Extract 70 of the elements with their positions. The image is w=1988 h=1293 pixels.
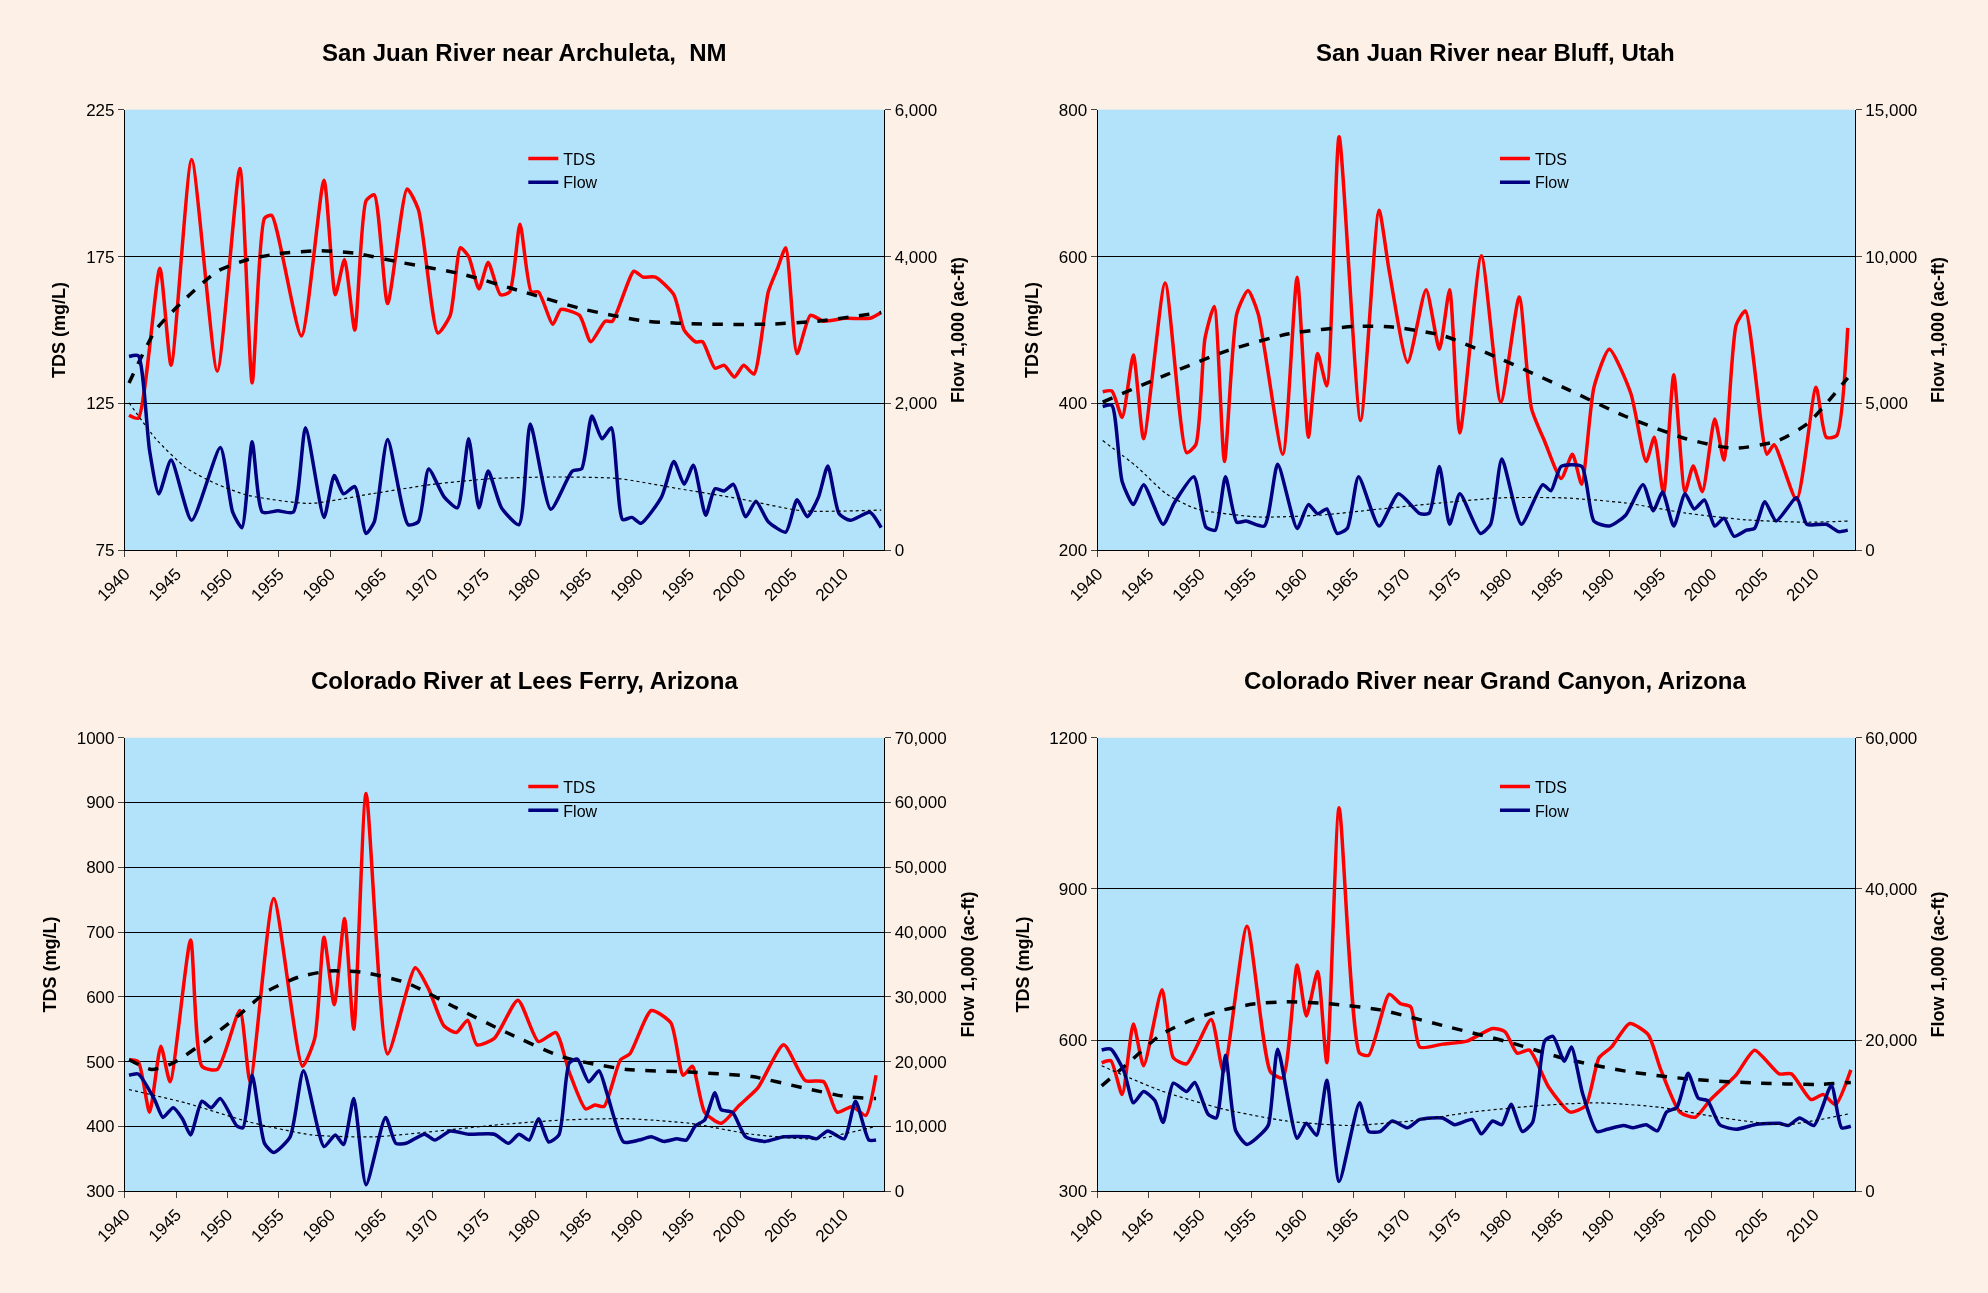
- y2-tick-label: 30,000: [894, 987, 947, 1007]
- chart-title: Colorado River at Lees Ferry, Arizona: [311, 667, 739, 694]
- line-series: [127, 791, 878, 1125]
- legend-label: Flow: [1534, 174, 1570, 192]
- y-tick-label: 900: [86, 793, 115, 813]
- y-axis-title: TDS (mg/L): [39, 916, 60, 1013]
- y-tick-label: 1200: [1049, 728, 1088, 748]
- chart-title: Colorado River near Grand Canyon, Arizona: [1244, 667, 1747, 694]
- y2-tick-label: 0: [1865, 1182, 1875, 1202]
- line-series: [127, 1057, 878, 1187]
- y2-tick-label: 0: [1865, 541, 1875, 561]
- y2-axis-title: Flow 1,000 (ac-ft): [957, 891, 978, 1038]
- y-tick-label: 500: [86, 1052, 115, 1072]
- line-series: [1100, 403, 1850, 539]
- y2-axis-title: Flow 1,000 (ac-ft): [948, 257, 969, 404]
- y2-tick-label: 70,000: [894, 728, 947, 748]
- y2-tick-label: 50,000: [894, 858, 947, 878]
- line-series: [1099, 806, 1853, 1119]
- y-tick-label: 200: [1058, 541, 1088, 561]
- y-tick-label: 400: [1058, 394, 1088, 414]
- y2-tick-label: 0: [894, 541, 905, 561]
- y-tick-label: 400: [86, 1117, 115, 1137]
- y-axis-title: TDS (mg/L): [49, 282, 70, 379]
- legend-label: TDS: [1534, 150, 1567, 168]
- y-tick-label: 700: [86, 923, 115, 943]
- y2-tick-label: 4,000: [894, 247, 938, 267]
- line-series: [127, 248, 883, 385]
- y-tick-label: 600: [1058, 1031, 1088, 1051]
- y-axis-title: TDS (mg/L): [1021, 282, 1042, 379]
- y-tick-label: 225: [86, 100, 115, 120]
- y2-tick-label: 5,000: [1865, 394, 1908, 414]
- y2-axis-title: Flow 1,000 (ac-ft): [1928, 891, 1949, 1038]
- y-tick-label: 800: [86, 858, 115, 878]
- y2-axis-title: Flow 1,000 (ac-ft): [1928, 257, 1949, 404]
- y2-tick-label: 2,000: [894, 394, 938, 414]
- y2-tick-label: 10,000: [894, 1117, 947, 1137]
- legend-label: TDS: [563, 150, 596, 168]
- y-tick-label: 900: [1058, 879, 1088, 899]
- chart-title: San Juan River near Archuleta, NM: [322, 39, 727, 66]
- line-series: [1099, 1034, 1853, 1184]
- y2-tick-label: 20,000: [894, 1052, 947, 1072]
- y-tick-label: 800: [1058, 100, 1088, 120]
- y-tick-label: 175: [86, 247, 115, 267]
- y-tick-label: 600: [1058, 247, 1088, 267]
- chart-title: San Juan River near Bluff, Utah: [1316, 39, 1675, 66]
- legend-label: Flow: [563, 174, 598, 192]
- y2-tick-label: 15,000: [1865, 100, 1918, 120]
- y-tick-label: 300: [86, 1182, 115, 1202]
- legend-label: Flow: [563, 802, 598, 820]
- line-series: [1102, 439, 1849, 523]
- legend-label: TDS: [1534, 778, 1567, 796]
- y2-tick-label: 6,000: [894, 100, 938, 120]
- legend-label: TDS: [563, 778, 596, 796]
- y-tick-label: 75: [95, 541, 115, 561]
- line-series: [128, 402, 882, 512]
- y2-tick-label: 40,000: [894, 923, 947, 943]
- y2-tick-label: 10,000: [1865, 247, 1918, 267]
- y2-tick-label: 20,000: [1865, 1031, 1918, 1051]
- y-tick-label: 300: [1058, 1182, 1088, 1202]
- y-tick-label: 1000: [76, 728, 115, 748]
- line-series: [127, 354, 883, 536]
- y-tick-label: 600: [86, 987, 115, 1007]
- y2-tick-label: 40,000: [1865, 879, 1918, 899]
- y-axis-title: TDS (mg/L): [1012, 916, 1033, 1013]
- y2-tick-label: 0: [894, 1182, 905, 1202]
- y2-tick-label: 60,000: [1865, 728, 1918, 748]
- y-tick-label: 125: [86, 394, 115, 414]
- line-series: [1100, 135, 1850, 502]
- legend-label: Flow: [1534, 802, 1570, 820]
- y2-tick-label: 60,000: [894, 793, 947, 813]
